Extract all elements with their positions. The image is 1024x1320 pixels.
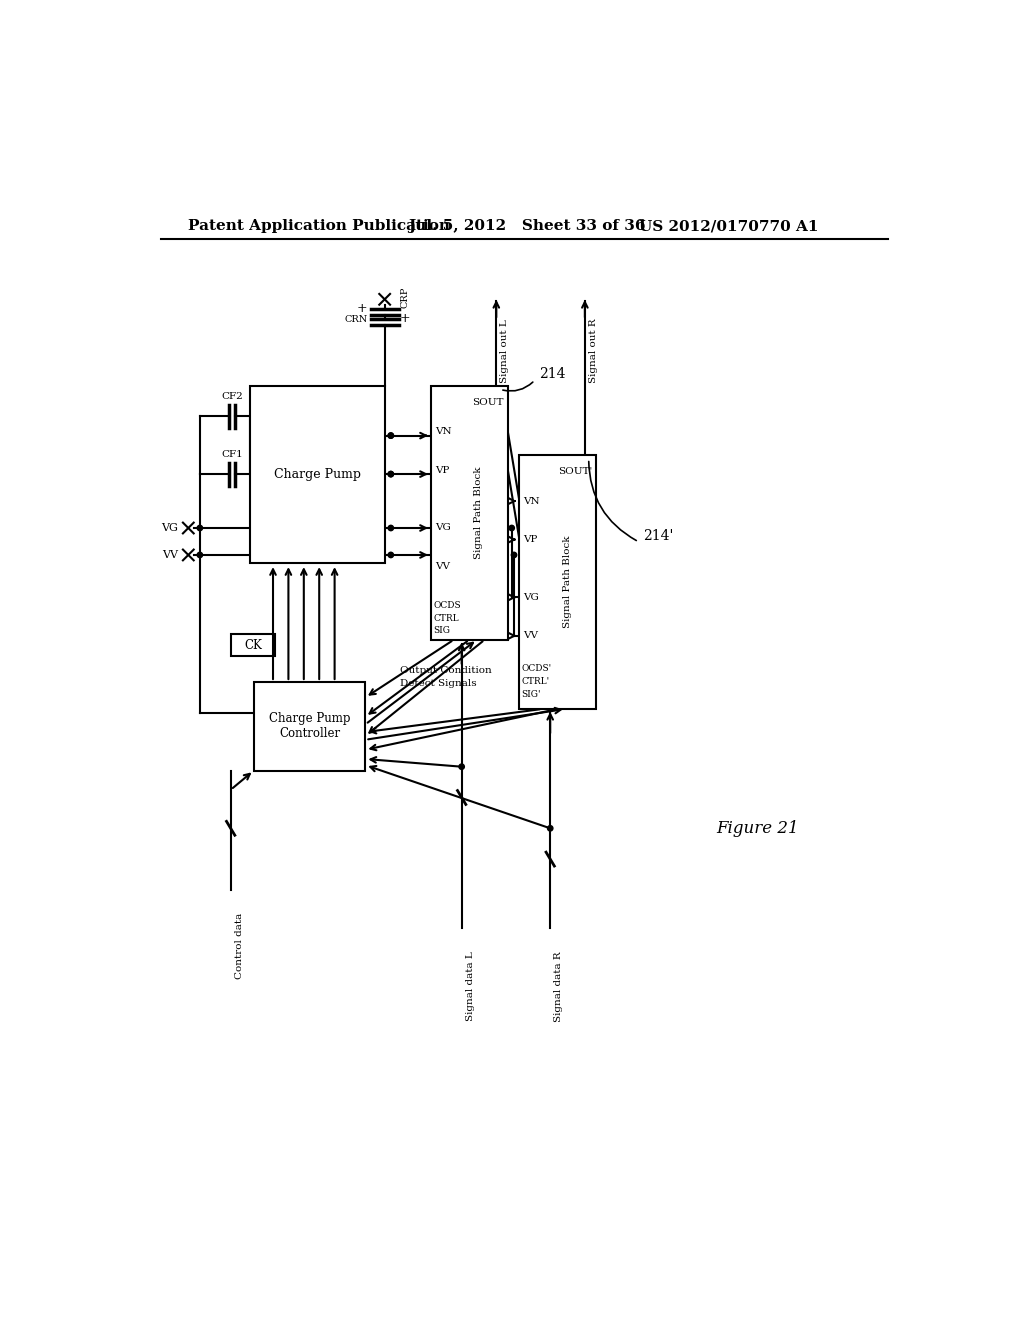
Text: US 2012/0170770 A1: US 2012/0170770 A1 bbox=[639, 219, 818, 234]
Bar bbox=[254, 682, 366, 771]
Text: 214: 214 bbox=[539, 367, 565, 381]
Text: +: + bbox=[400, 312, 411, 325]
Circle shape bbox=[548, 825, 553, 832]
Circle shape bbox=[459, 764, 464, 770]
Text: Signal Path Block: Signal Path Block bbox=[474, 466, 483, 558]
Text: VN: VN bbox=[435, 428, 452, 436]
Text: VG: VG bbox=[523, 593, 539, 602]
Text: Control data: Control data bbox=[234, 913, 244, 979]
Text: CTRL': CTRL' bbox=[521, 677, 550, 686]
Text: VN: VN bbox=[523, 496, 540, 506]
Text: Jul. 5, 2012   Sheet 33 of 36: Jul. 5, 2012 Sheet 33 of 36 bbox=[408, 219, 645, 234]
Circle shape bbox=[509, 525, 514, 531]
Text: 214': 214' bbox=[643, 529, 673, 543]
Text: OCDS': OCDS' bbox=[521, 664, 552, 673]
Text: SOUT: SOUT bbox=[472, 399, 504, 407]
Text: Signal data L: Signal data L bbox=[466, 952, 474, 1022]
Bar bbox=[230, 635, 275, 656]
Text: Controller: Controller bbox=[279, 727, 340, 741]
Text: CTRL: CTRL bbox=[433, 614, 459, 623]
Text: VP: VP bbox=[523, 535, 538, 544]
Text: VG: VG bbox=[435, 524, 451, 532]
Text: VV: VV bbox=[523, 631, 539, 640]
Circle shape bbox=[388, 433, 393, 438]
Text: CK: CK bbox=[244, 639, 262, 652]
Text: SOUT': SOUT' bbox=[558, 467, 593, 477]
Circle shape bbox=[198, 525, 203, 531]
Text: VG: VG bbox=[162, 523, 178, 533]
Circle shape bbox=[388, 433, 393, 438]
Circle shape bbox=[511, 552, 517, 557]
Bar bbox=[250, 385, 385, 562]
Text: Signal Path Block: Signal Path Block bbox=[562, 536, 571, 628]
Text: SIG': SIG' bbox=[521, 690, 542, 698]
Circle shape bbox=[388, 552, 393, 557]
Text: VP: VP bbox=[435, 466, 450, 475]
Text: VV: VV bbox=[162, 550, 178, 560]
Circle shape bbox=[198, 552, 203, 557]
Circle shape bbox=[388, 525, 393, 531]
Text: CRP: CRP bbox=[400, 286, 409, 309]
Text: +: + bbox=[357, 302, 368, 314]
Text: VV: VV bbox=[435, 562, 450, 572]
Text: Charge Pump: Charge Pump bbox=[269, 711, 350, 725]
Bar bbox=[431, 385, 508, 640]
Text: CRN: CRN bbox=[344, 314, 368, 323]
Text: CF1: CF1 bbox=[221, 450, 243, 459]
Text: Patent Application Publication: Patent Application Publication bbox=[188, 219, 451, 234]
Bar bbox=[519, 455, 596, 709]
Circle shape bbox=[388, 471, 393, 477]
Text: CF2: CF2 bbox=[221, 392, 243, 401]
Text: Charge Pump: Charge Pump bbox=[273, 467, 360, 480]
Text: SIG: SIG bbox=[433, 626, 451, 635]
Text: Signal data R: Signal data R bbox=[554, 952, 563, 1022]
Text: Figure 21: Figure 21 bbox=[716, 820, 799, 837]
Text: Signal out R: Signal out R bbox=[589, 318, 598, 383]
Circle shape bbox=[388, 471, 393, 477]
Text: Detect Signals: Detect Signals bbox=[400, 678, 477, 688]
Text: Output Condition: Output Condition bbox=[400, 667, 492, 675]
Text: OCDS: OCDS bbox=[433, 601, 461, 610]
Text: Signal out L: Signal out L bbox=[500, 319, 509, 383]
